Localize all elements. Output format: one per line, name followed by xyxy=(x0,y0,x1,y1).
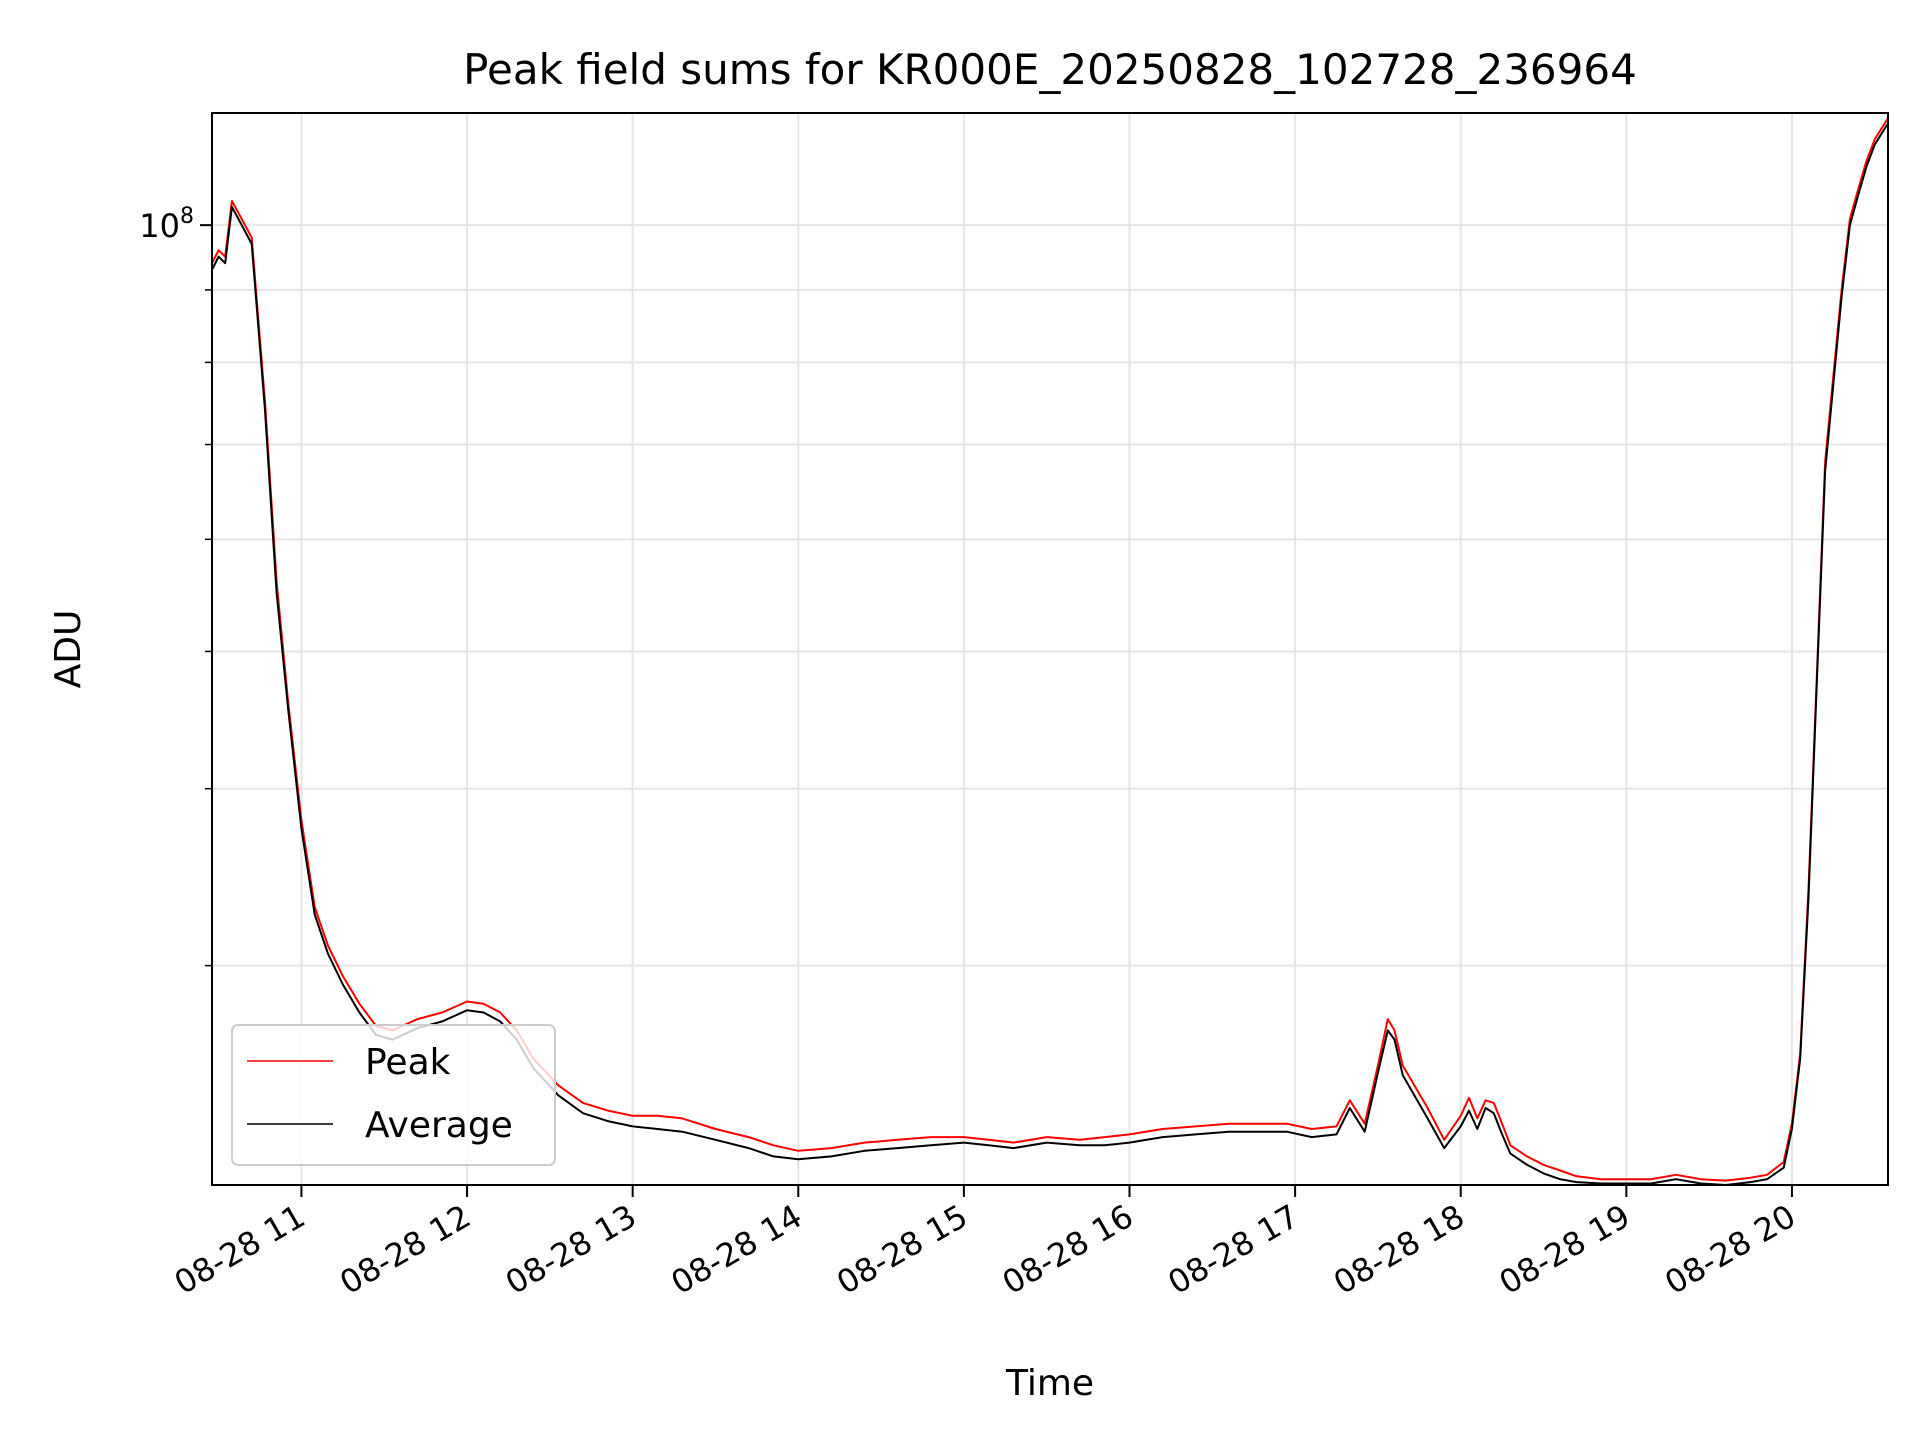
plot-frame xyxy=(211,112,1889,1186)
legend-label-peak: Peak xyxy=(365,1042,451,1083)
y-tick-label-base: 10 xyxy=(139,207,180,245)
y-tick-label: 108 xyxy=(139,204,194,245)
legend-box xyxy=(231,1024,556,1166)
chart-title: Peak field sums for KR000E_20250828_1027… xyxy=(463,45,1637,94)
y-axis-label: ADU xyxy=(48,610,89,689)
legend: Peak Average xyxy=(231,1024,556,1166)
legend-label-average: Average xyxy=(365,1105,513,1146)
y-tick-label-exponent: 8 xyxy=(180,204,194,229)
grid xyxy=(212,113,1888,1185)
x-axis-label: Time xyxy=(1005,1363,1094,1404)
